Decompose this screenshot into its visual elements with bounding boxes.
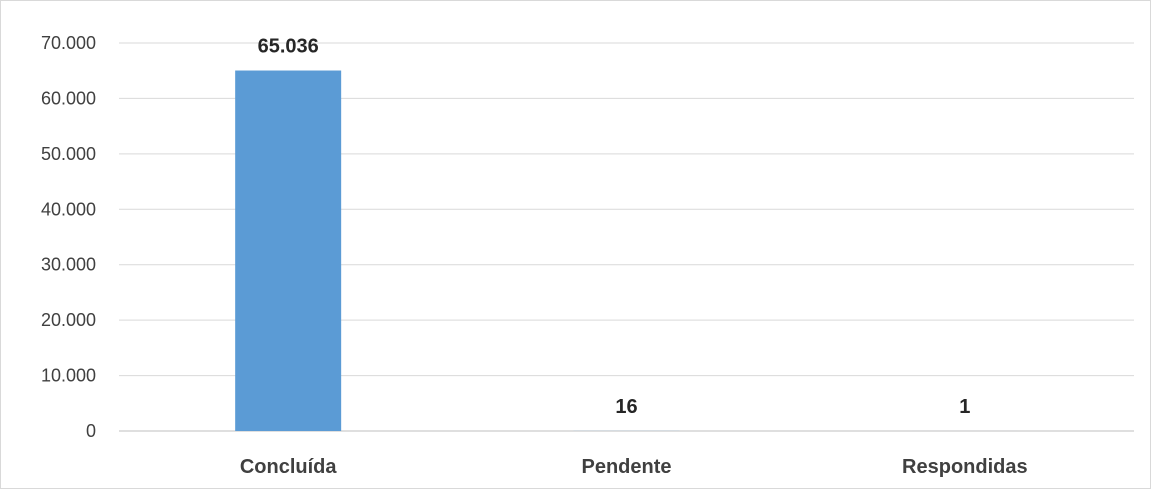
y-tick-label: 20.000 bbox=[41, 310, 96, 330]
y-tick-label: 30.000 bbox=[41, 255, 96, 275]
y-tick-label: 10.000 bbox=[41, 366, 96, 386]
bar-1 bbox=[235, 71, 341, 431]
y-axis-ticks: 0 10.000 20.000 30.000 40.000 50.000 60.000 70.… bbox=[41, 33, 96, 441]
y-tick-label: 60.000 bbox=[41, 88, 96, 108]
bars bbox=[235, 71, 1018, 431]
category-label: Concluída bbox=[240, 456, 338, 478]
y-tick-label: 70.000 bbox=[41, 33, 96, 53]
data-label: 65.036 bbox=[258, 36, 319, 58]
category-label: Pendente bbox=[581, 456, 671, 478]
data-labels: 65.036 16 1 bbox=[258, 36, 971, 418]
y-tick-label: 50.000 bbox=[41, 144, 96, 164]
data-label: 1 bbox=[959, 396, 970, 418]
category-label: Respondidas bbox=[902, 456, 1028, 478]
y-tick-label: 0 bbox=[86, 421, 96, 441]
x-axis-categories: Concluída Pendente Respondidas bbox=[240, 456, 1028, 478]
data-label: 16 bbox=[615, 396, 637, 418]
y-tick-label: 40.000 bbox=[41, 199, 96, 219]
